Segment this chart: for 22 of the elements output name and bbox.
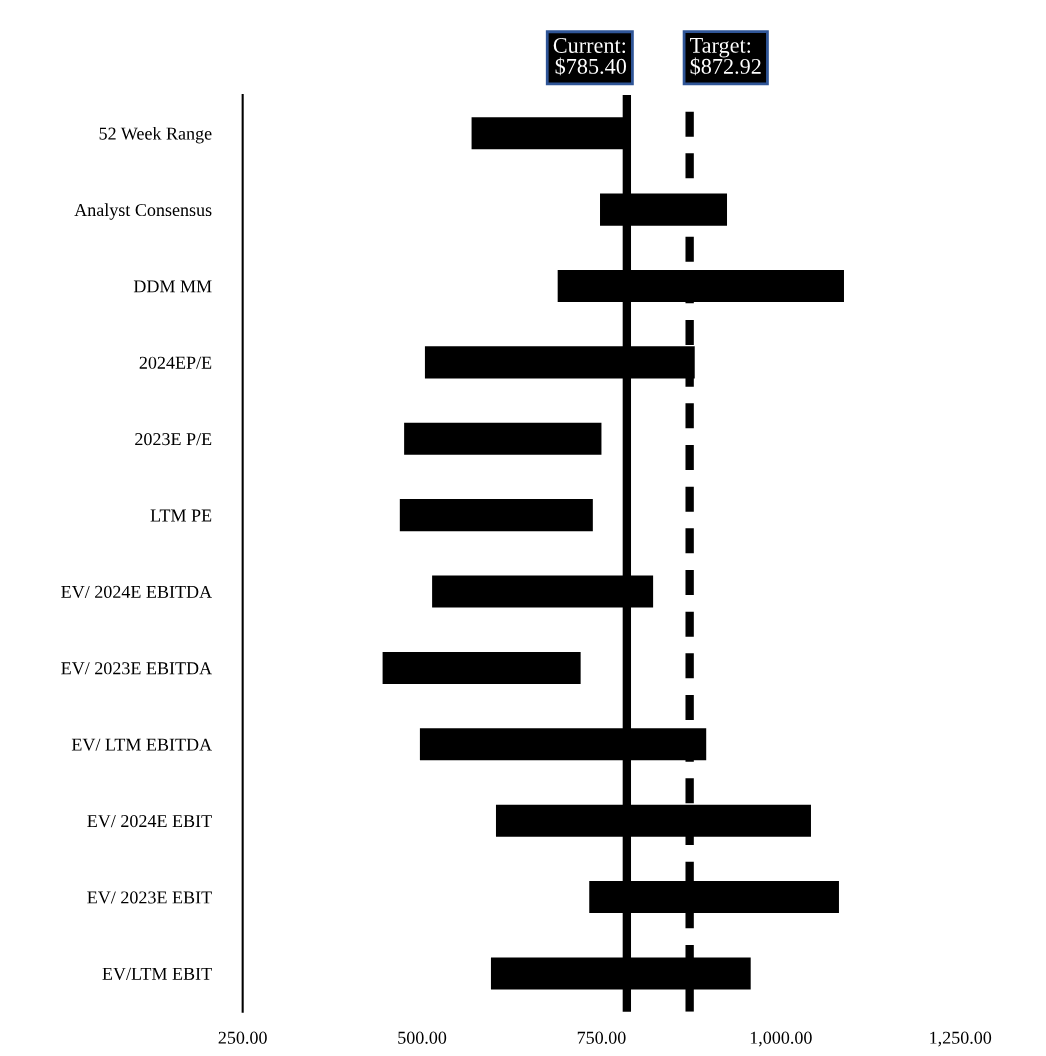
bar [404, 422, 602, 455]
x-tick-label: 250.00 [218, 1031, 267, 1044]
ref-line-label: Target: $872.92 [690, 38, 761, 76]
y-tick-label: EV/ LTM EBITDA [71, 738, 212, 751]
bar [382, 651, 581, 684]
y-tick-label: 52 Week Range [99, 126, 212, 144]
y-tick-label: DDM MM [133, 280, 212, 293]
y-tick-label: EV/ 2024E EBIT [87, 814, 212, 828]
y-tick-label: Analyst Consensus [74, 203, 212, 220]
x-tick-label: 1,000.00 [750, 1031, 812, 1047]
bar [399, 499, 593, 532]
x-tick-label: 750.00 [577, 1031, 626, 1044]
y-tick-label: EV/LTM EBIT [102, 967, 212, 980]
y-tick-label: 2023E P/E [135, 433, 212, 446]
y-tick-label: EV/ 2023E EBITDA [61, 662, 212, 675]
y-tick-label: EV/ 2023E EBIT [87, 891, 212, 904]
y-tick-label: EV/ 2024E EBITDA [61, 585, 212, 599]
y-tick-label: 2024EP/E [139, 356, 212, 369]
x-tick-label: 1,250.00 [930, 1031, 992, 1047]
y-tick-label: LTM PE [150, 509, 212, 522]
ref-line-label: Current: $785.40 [553, 38, 626, 76]
x-tick-label: 500.00 [398, 1031, 447, 1044]
